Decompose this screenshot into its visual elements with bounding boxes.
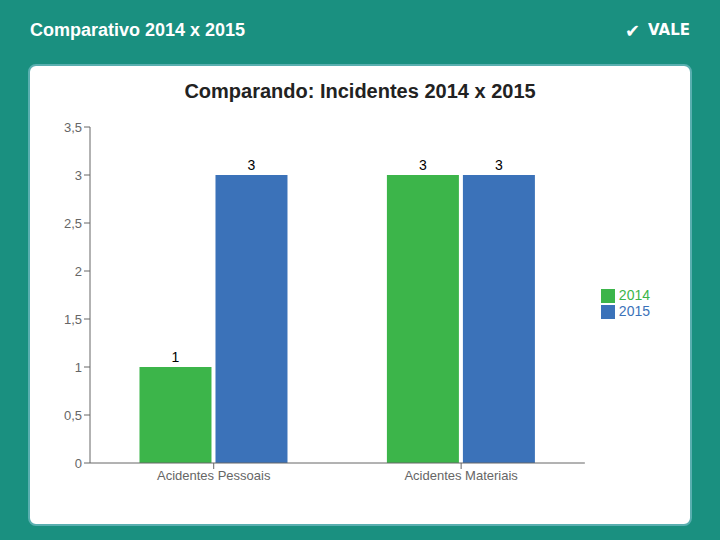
svg-text:Acidentes Pessoais: Acidentes Pessoais — [157, 468, 271, 483]
svg-text:1,5: 1,5 — [64, 312, 82, 327]
svg-text:1: 1 — [75, 360, 82, 375]
html-text:2015: 2015 — [618, 303, 650, 319]
html-text:Comparando: Incidentes 2014 x: Comparando: Incidentes 2014 x 2015 — [184, 80, 536, 102]
svg-text:0: 0 — [75, 456, 82, 471]
svg-text:3: 3 — [419, 157, 427, 173]
svg-text:1: 1 — [172, 349, 180, 365]
svg-text:3: 3 — [75, 168, 82, 183]
html-text:Comparativo 2014 x 2015: Comparativo 2014 x 2015 — [30, 19, 246, 40]
html-text:VALE: VALE — [648, 21, 690, 39]
svg-text:0,5: 0,5 — [64, 408, 82, 423]
svg-text:Acidentes Materiais: Acidentes Materiais — [404, 468, 518, 483]
svg-text:2,5: 2,5 — [64, 216, 82, 231]
html-text:2014: 2014 — [618, 286, 650, 303]
svg-text:2: 2 — [75, 264, 82, 279]
svg-text:3,5: 3,5 — [64, 120, 82, 135]
svg-text:3: 3 — [248, 157, 256, 173]
svg-text:3: 3 — [495, 157, 503, 173]
